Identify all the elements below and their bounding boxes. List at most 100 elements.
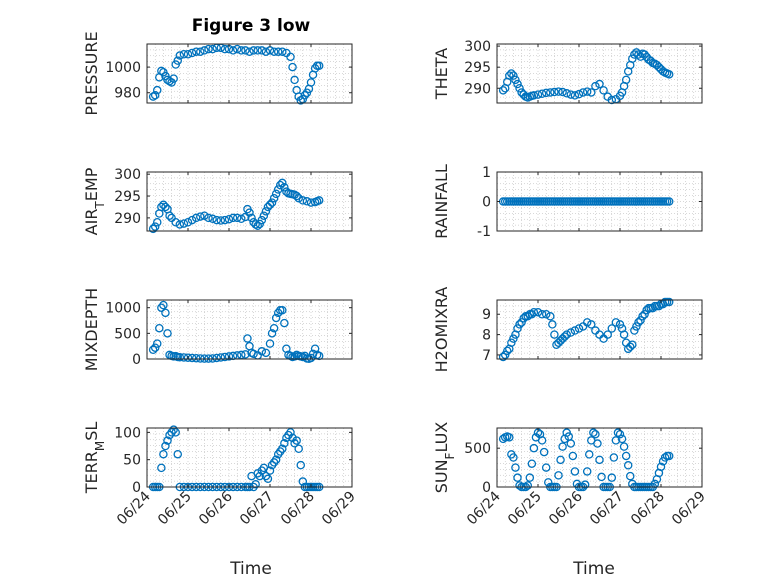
data-point xyxy=(593,439,602,448)
data-point xyxy=(228,46,238,55)
data-point xyxy=(619,442,629,451)
data-point xyxy=(290,352,299,361)
data-point xyxy=(232,213,242,223)
data-point xyxy=(523,312,533,321)
x-tick-label: 06/26 xyxy=(196,488,236,528)
y-tick-label: 500 xyxy=(464,441,491,457)
data-point xyxy=(664,70,674,79)
x-axis-label-right: Time xyxy=(572,559,615,579)
data-point xyxy=(533,90,543,99)
data-point xyxy=(582,318,592,327)
data-point xyxy=(562,330,571,339)
data-point xyxy=(294,193,303,203)
data-point xyxy=(157,463,166,473)
data-point xyxy=(640,309,649,319)
data-point xyxy=(589,428,598,437)
data-point xyxy=(249,46,258,55)
data-point xyxy=(251,220,260,229)
data-point xyxy=(574,324,584,333)
data-point xyxy=(267,329,277,338)
data-point xyxy=(245,47,254,56)
data-point xyxy=(570,467,580,476)
data-point xyxy=(562,89,571,98)
data-point xyxy=(607,473,617,482)
data-point xyxy=(216,216,226,225)
data-point xyxy=(212,215,221,225)
data-point xyxy=(566,328,576,337)
data-point xyxy=(171,218,180,227)
data-point xyxy=(298,196,308,205)
y-axis-label: MIXDEPTH xyxy=(82,288,101,371)
data-point xyxy=(582,87,592,96)
data-point xyxy=(513,473,522,482)
data-point xyxy=(537,89,547,98)
data-point xyxy=(265,339,275,348)
data-point xyxy=(237,350,246,360)
data-point xyxy=(159,449,168,459)
axes-box xyxy=(146,427,353,488)
data-point xyxy=(278,178,287,188)
data-point xyxy=(664,451,674,461)
x-tick-label: 06/29 xyxy=(319,489,359,529)
data-point xyxy=(570,326,580,335)
axes-box xyxy=(146,43,353,104)
data-point xyxy=(216,353,226,362)
data-point xyxy=(261,47,271,56)
data-point xyxy=(148,224,158,234)
data-point xyxy=(247,213,256,223)
data-point xyxy=(568,451,578,461)
data-point xyxy=(267,198,277,207)
data-point xyxy=(157,303,166,312)
data-point xyxy=(161,441,170,451)
data-point xyxy=(314,61,324,71)
data-point xyxy=(152,339,162,348)
data-point xyxy=(148,345,158,355)
data-point xyxy=(251,480,260,489)
y-tick-label: 295 xyxy=(464,60,491,76)
data-point xyxy=(611,318,621,327)
data-point xyxy=(511,463,520,472)
data-point xyxy=(611,436,621,445)
data-point xyxy=(253,221,262,231)
data-point xyxy=(165,211,174,220)
data-point xyxy=(169,74,178,83)
subplot-6: 7 8 9 H2OMIXRA xyxy=(432,287,703,372)
data-point xyxy=(578,88,588,97)
y-tick-label: 1000 xyxy=(105,60,141,76)
data-point xyxy=(173,56,182,65)
data-point xyxy=(554,87,563,96)
data-point xyxy=(632,322,641,331)
data-point xyxy=(537,309,547,319)
data-point xyxy=(617,434,627,444)
data-point xyxy=(175,51,185,60)
data-point xyxy=(298,477,308,486)
data-point xyxy=(613,428,623,437)
y-tick-label: 0 xyxy=(132,352,141,368)
y-axis-label: RAINFALL xyxy=(432,164,451,239)
data-point xyxy=(515,481,524,490)
data-point xyxy=(660,453,670,462)
data-point xyxy=(253,46,262,55)
data-point xyxy=(155,323,164,333)
data-point xyxy=(187,48,197,58)
data-point xyxy=(271,455,281,464)
data-point xyxy=(541,88,551,98)
data-point xyxy=(257,215,267,225)
y-tick-label: 500 xyxy=(114,326,141,342)
data-point xyxy=(163,329,172,338)
data-point xyxy=(263,474,273,484)
data-point xyxy=(603,330,612,339)
axes-box xyxy=(496,299,703,360)
data-point xyxy=(257,46,267,55)
data-point xyxy=(626,471,635,481)
y-axis-label: TERRMSL xyxy=(82,422,107,495)
data-point xyxy=(269,47,279,56)
data-point xyxy=(278,444,287,454)
data-point xyxy=(296,96,305,105)
data-point xyxy=(179,50,189,59)
data-point xyxy=(558,87,567,97)
data-point xyxy=(523,481,533,490)
data-point xyxy=(163,436,172,445)
data-point xyxy=(237,214,246,224)
x-tick-label: 06/28 xyxy=(278,489,318,529)
